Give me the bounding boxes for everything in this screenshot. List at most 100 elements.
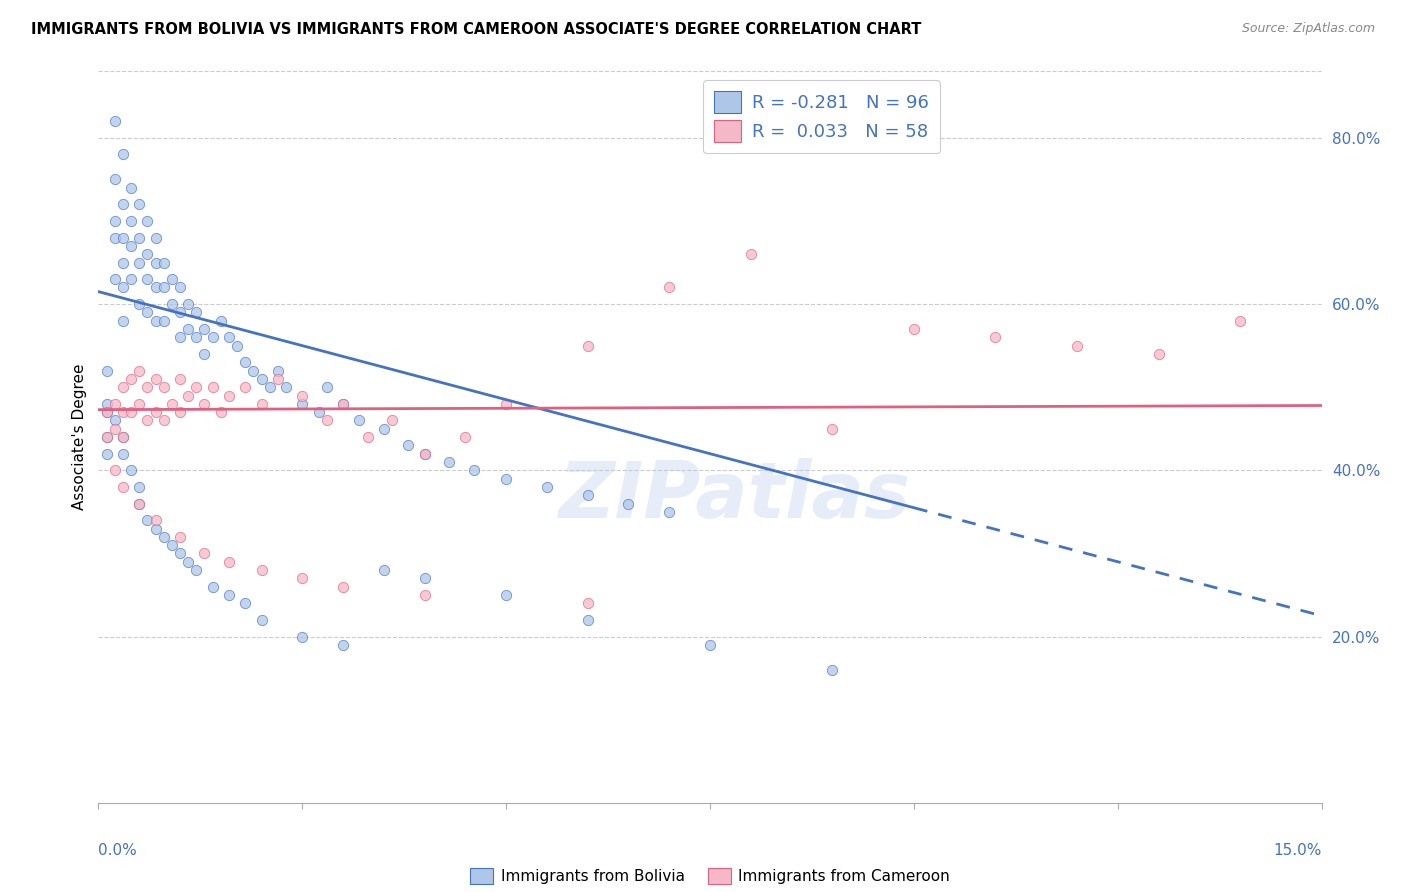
Point	[145, 372, 167, 386]
Point	[160, 538, 183, 552]
Point	[186, 305, 208, 319]
Point	[160, 397, 183, 411]
Point	[209, 405, 232, 419]
Point	[186, 380, 208, 394]
Point	[373, 563, 395, 577]
Point	[128, 480, 150, 494]
Point	[96, 447, 118, 461]
Point	[413, 588, 436, 602]
Point	[495, 588, 517, 602]
Point	[120, 239, 142, 253]
Point	[984, 330, 1007, 344]
Point	[128, 397, 150, 411]
Point	[96, 397, 118, 411]
Point	[152, 314, 174, 328]
Point	[120, 463, 142, 477]
Point	[413, 447, 436, 461]
Point	[152, 280, 174, 294]
Point	[274, 380, 297, 394]
Point	[267, 372, 290, 386]
Point	[332, 397, 354, 411]
Point	[96, 405, 118, 419]
Text: Source: ZipAtlas.com: Source: ZipAtlas.com	[1241, 22, 1375, 36]
Point	[169, 330, 191, 344]
Point	[136, 380, 159, 394]
Point	[136, 305, 159, 319]
Point	[186, 330, 208, 344]
Point	[413, 447, 436, 461]
Point	[308, 405, 330, 419]
Y-axis label: Associate's Degree: Associate's Degree	[72, 364, 87, 510]
Point	[96, 430, 118, 444]
Point	[136, 214, 159, 228]
Point	[104, 422, 127, 436]
Point	[104, 172, 127, 186]
Point	[111, 230, 134, 244]
Point	[104, 397, 127, 411]
Point	[128, 230, 150, 244]
Point	[160, 297, 183, 311]
Text: 0.0%: 0.0%	[98, 843, 138, 858]
Point	[152, 530, 174, 544]
Point	[169, 530, 191, 544]
Point	[250, 397, 273, 411]
Point	[111, 314, 134, 328]
Point	[111, 380, 134, 394]
Point	[104, 463, 127, 477]
Point	[218, 588, 240, 602]
Point	[128, 497, 150, 511]
Point	[169, 405, 191, 419]
Point	[145, 255, 167, 269]
Point	[169, 305, 191, 319]
Point	[658, 505, 681, 519]
Text: IMMIGRANTS FROM BOLIVIA VS IMMIGRANTS FROM CAMEROON ASSOCIATE'S DEGREE CORRELATI: IMMIGRANTS FROM BOLIVIA VS IMMIGRANTS FR…	[31, 22, 921, 37]
Point	[903, 322, 925, 336]
Point	[250, 372, 273, 386]
Point	[267, 363, 290, 377]
Point	[413, 571, 436, 585]
Point	[136, 272, 159, 286]
Point	[145, 280, 167, 294]
Point	[111, 405, 134, 419]
Point	[332, 580, 354, 594]
Point	[536, 480, 558, 494]
Point	[233, 596, 256, 610]
Point	[96, 405, 118, 419]
Point	[349, 413, 371, 427]
Point	[111, 255, 134, 269]
Point	[111, 197, 134, 211]
Point	[111, 480, 134, 494]
Point	[373, 422, 395, 436]
Point	[128, 197, 150, 211]
Point	[1147, 347, 1170, 361]
Point	[193, 397, 215, 411]
Point	[111, 147, 134, 161]
Point	[617, 497, 640, 511]
Point	[454, 430, 477, 444]
Point	[152, 380, 174, 394]
Point	[396, 438, 419, 452]
Point	[104, 413, 127, 427]
Point	[186, 563, 208, 577]
Point	[120, 214, 142, 228]
Point	[120, 372, 142, 386]
Point	[111, 430, 134, 444]
Point	[104, 272, 127, 286]
Text: ZIPatlas: ZIPatlas	[558, 458, 911, 533]
Point	[1229, 314, 1251, 328]
Point	[291, 630, 314, 644]
Point	[315, 413, 337, 427]
Point	[233, 355, 256, 369]
Point	[104, 214, 127, 228]
Point	[169, 546, 191, 560]
Point	[193, 322, 215, 336]
Point	[250, 613, 273, 627]
Point	[495, 397, 517, 411]
Point	[576, 613, 599, 627]
Point	[463, 463, 485, 477]
Point	[152, 255, 174, 269]
Point	[104, 230, 127, 244]
Point	[821, 422, 844, 436]
Point	[177, 297, 200, 311]
Point	[136, 247, 159, 261]
